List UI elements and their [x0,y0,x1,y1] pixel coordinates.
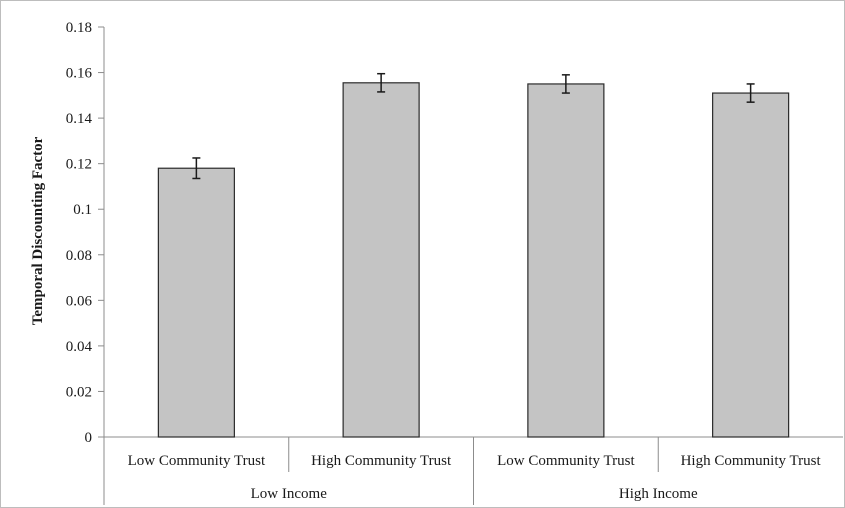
y-axis-title: Temporal Discounting Factor [30,136,46,325]
y-tick-label: 0.14 [66,111,93,127]
x-category-label: Low Community Trust [128,453,266,469]
error-bar [561,74,570,94]
bars [157,72,790,438]
y-tick-label: 0.08 [66,248,92,264]
y-tick-label: 0.02 [66,384,92,400]
x-group-label: High Income [619,486,698,502]
x-category-label: High Community Trust [681,453,822,469]
bar [527,83,605,438]
x-axis-labels: Low Community Trust High Community Trust L… [128,453,822,502]
error-bar [377,72,386,93]
bar [342,82,420,438]
y-tick-label: 0.12 [66,157,92,173]
y-tick-label: 0 [85,430,93,446]
y-tick-label: 0.04 [66,339,93,355]
x-group-label: Low Income [251,486,328,502]
bar [157,167,235,438]
y-tick-label: 0.16 [66,66,93,82]
error-bar [192,157,201,180]
x-category-label: Low Community Trust [497,453,635,469]
error-bar [746,83,755,103]
y-axis-ticks: 0 0.02 0.04 0.06 0.08 0.1 0.12 0.14 0.16 0.18 [66,20,104,446]
y-tick-label: 0.06 [66,293,93,309]
x-category-label: High Community Trust [311,453,452,469]
y-axis-title-group: Temporal Discounting Factor [30,136,46,325]
y-tick-label: 0.18 [66,20,92,36]
bar [712,92,790,438]
y-tick-label: 0.1 [73,202,92,218]
